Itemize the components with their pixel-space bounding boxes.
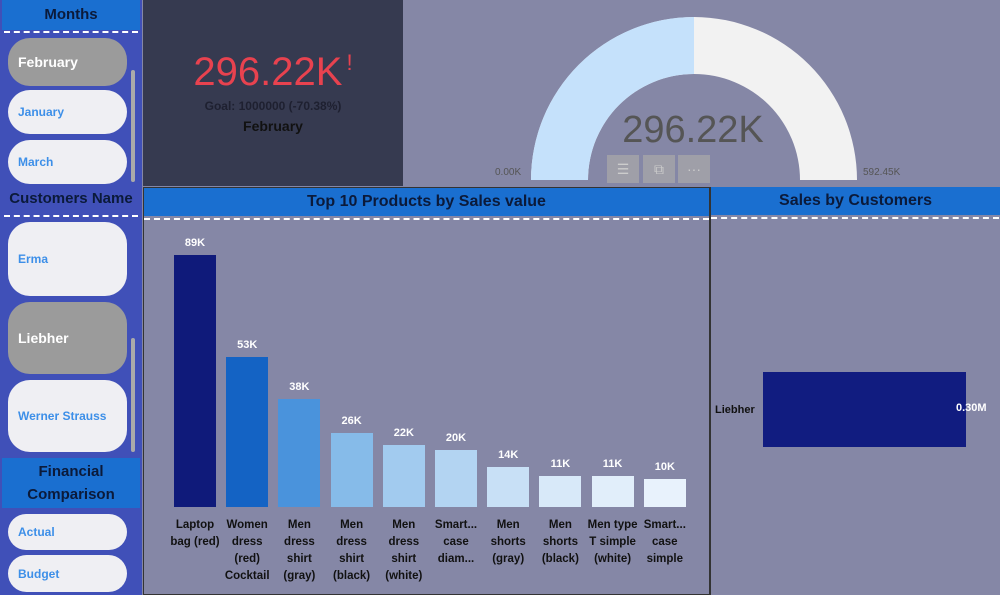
category-label: Smart... case diam... (434, 519, 478, 565)
bar[interactable] (226, 356, 269, 507)
data-label: 14K (498, 449, 519, 462)
filter-icon[interactable]: ☰ (607, 155, 639, 183)
financial-slicer-title: Financial Comparison (2, 458, 140, 508)
months-scrollbar[interactable] (131, 70, 135, 182)
slicer-item-january[interactable]: January (8, 90, 127, 134)
gauge-fill (531, 17, 694, 180)
gauge-max: 592.45K (863, 167, 901, 178)
data-label: 0.30M (956, 402, 987, 414)
category-label: Women dress (red) Cocktail (224, 519, 270, 582)
slicer-sidebar: Months February January March Customers … (0, 0, 142, 595)
category-label: Men dress shirt (black) (333, 519, 371, 582)
bar[interactable] (278, 399, 321, 507)
sales-by-customers-chart: Sales by Customers Liebher 0.30M (710, 187, 1000, 595)
bar[interactable] (435, 450, 477, 507)
divider (4, 215, 138, 217)
data-label: 10K (654, 460, 675, 473)
bar[interactable] (330, 433, 373, 507)
category-label: Men dress shirt (white) (385, 519, 423, 582)
slicer-item-actual[interactable]: Actual (8, 514, 127, 550)
chart-title: Top 10 Products by Sales value (144, 188, 709, 216)
category-label: Men shorts (gray) (490, 519, 526, 565)
gauge-value: 296.22K (622, 109, 764, 151)
kpi-goal: Goal: 1000000 (-70.38%) (204, 99, 342, 113)
data-label: 53K (237, 338, 258, 351)
divider (4, 31, 138, 33)
slicer-item-budget[interactable]: Budget (8, 555, 127, 592)
months-slicer-title: Months (2, 0, 140, 30)
data-label: 22K (393, 426, 414, 439)
slicer-item-liebher[interactable]: Liebher (8, 302, 127, 374)
customers-slicer-title: Customers Name (9, 190, 133, 207)
slicer-item-werner-strauss[interactable]: Werner Strauss (8, 380, 127, 452)
kpi-month: February (243, 118, 303, 134)
bar[interactable] (382, 444, 425, 507)
kpi-card: 296.22K! Goal: 1000000 (-70.38%) Februar… (143, 0, 403, 186)
slicer-item-march[interactable]: March (8, 140, 127, 184)
gauge-svg (531, 17, 857, 181)
alert-icon: ! (346, 50, 353, 75)
category-label: Men shorts (black) (541, 519, 579, 565)
data-label: 89K (184, 237, 206, 249)
data-label: 11K (550, 457, 571, 470)
bar[interactable] (174, 255, 216, 507)
bar[interactable] (539, 475, 582, 507)
top-products-chart: Top 10 Products by Sales value 89K Laptop… (143, 187, 710, 595)
slicer-item-february[interactable]: February (8, 38, 127, 86)
divider (711, 217, 999, 219)
gauge-min: 0.00K (495, 167, 522, 178)
data-label: 20K (445, 432, 467, 445)
gauge-card: 296.22K 0.00K 592.45K ☰ ⧉ ··· (403, 0, 1000, 186)
customers-scrollbar[interactable] (131, 338, 135, 452)
data-label: 38K (289, 381, 310, 394)
bar[interactable] (591, 475, 634, 507)
category-label: Men type T simple (white) (587, 519, 638, 565)
focus-mode-icon[interactable]: ⧉ (643, 155, 675, 183)
category-label: Liebher (715, 404, 755, 416)
bar[interactable] (487, 467, 530, 507)
category-label: Men dress shirt (gray) (283, 519, 316, 582)
chart-title: Sales by Customers (711, 187, 1000, 215)
slicer-item-erma[interactable]: Erma (8, 222, 127, 296)
more-options-icon[interactable]: ··· (678, 155, 710, 183)
category-label: Smart... case simple (643, 519, 686, 565)
data-label: 26K (341, 415, 362, 428)
data-label: 11K (602, 457, 623, 470)
bar-liebher[interactable] (763, 372, 966, 447)
category-label: Laptop bag (red) (170, 519, 220, 548)
kpi-value: 296.22K! (143, 48, 403, 96)
kpi-value-text: 296.22K (193, 50, 343, 94)
divider (144, 218, 709, 220)
bar[interactable] (643, 478, 686, 507)
